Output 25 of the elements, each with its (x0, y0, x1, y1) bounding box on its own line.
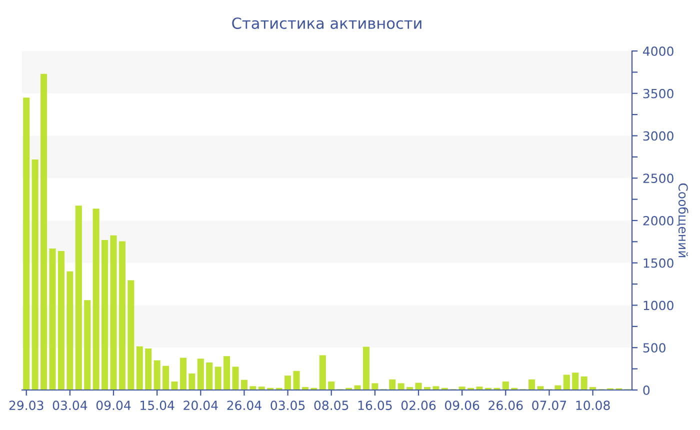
x-tick-label: 09.06 (445, 400, 480, 410)
y-tick-label: 2000 (643, 216, 674, 226)
x-tick-label: 26.06 (488, 400, 523, 410)
x-tick-label: 09.04 (96, 400, 131, 410)
chart-title: Статистика активности (232, 17, 422, 29)
y-axis-title: Сообщений (676, 183, 688, 258)
x-tick-label: 29.03 (9, 400, 44, 410)
x-tick-label: 26.04 (227, 400, 262, 410)
x-tick-label: 10.08 (576, 400, 610, 410)
x-tick-label: 08.05 (314, 400, 348, 410)
y-tick-label: 2500 (643, 174, 674, 184)
y-tick-label: 3500 (643, 88, 674, 98)
x-tick-label: 20.04 (184, 400, 218, 410)
x-tick-label: 15.04 (140, 400, 174, 410)
y-tick-label: 1000 (644, 300, 674, 310)
x-tick-label: 02.06 (401, 400, 436, 410)
y-tick-label: 3000 (643, 131, 674, 141)
x-tick-label: 03.04 (52, 400, 88, 410)
x-tick-label: 07.07 (532, 400, 566, 410)
x-tick-label: 16.05 (358, 400, 392, 410)
y-tick-label: 1500 (644, 258, 674, 268)
y-tick-label: 500 (643, 343, 666, 353)
x-tick-label: 03.05 (270, 400, 305, 410)
y-tick-label: 4000 (643, 46, 674, 56)
y-tick-label: 0 (643, 385, 650, 395)
